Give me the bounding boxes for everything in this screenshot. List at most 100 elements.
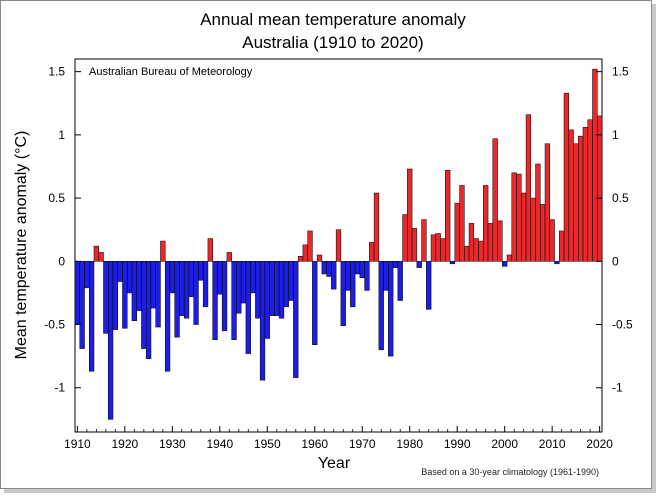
bar-1931	[174, 261, 180, 338]
x-tick-label: 1960	[301, 437, 328, 451]
bar-1921	[126, 261, 133, 294]
y-tick-right-label: 0.5	[612, 191, 629, 205]
chart-frame: Annual mean temperature anomaly Australi…	[0, 0, 652, 489]
bar-1944	[236, 261, 242, 314]
bar-1988	[445, 170, 451, 262]
bar-1948	[255, 261, 261, 319]
bar-1923	[136, 261, 142, 311]
bar-2014	[568, 129, 574, 262]
bar-1925	[145, 261, 152, 359]
bar-1981	[411, 228, 418, 262]
bar-1914	[93, 245, 99, 262]
bar-1936	[198, 261, 204, 281]
bar-2012	[559, 230, 565, 262]
bar-2015	[573, 143, 579, 262]
bar-1965	[335, 229, 342, 262]
bar-2000	[502, 261, 508, 267]
bar-2010	[549, 219, 555, 262]
y-tick-right-label: -0.5	[612, 318, 633, 332]
x-tick-label: 1930	[159, 437, 186, 451]
y-tick-left-label: -0.5	[44, 318, 65, 332]
footnote: Based on a 30-year climatology (1961-199…	[421, 467, 599, 477]
bar-1935	[193, 261, 199, 325]
bar-1934	[188, 261, 194, 297]
x-tick-label: 1980	[396, 437, 423, 451]
bar-1940	[217, 261, 223, 295]
bar-1937	[202, 261, 209, 308]
bar-2008	[540, 204, 546, 262]
bar-1998	[492, 138, 498, 262]
bar-1912	[84, 261, 90, 289]
bar-1922	[131, 261, 137, 321]
x-tick-label: 2020	[586, 437, 613, 451]
bar-1926	[150, 261, 156, 309]
bar-2009	[544, 143, 551, 262]
bar-1953	[278, 261, 285, 319]
x-tick-label: 1920	[111, 437, 138, 451]
bar-1968	[350, 261, 356, 308]
y-axis-label: Mean temperature anomaly (°C)	[13, 131, 30, 360]
x-tick-label: 2010	[539, 437, 566, 451]
source-label: Australian Bureau of Meteorology	[89, 66, 253, 78]
bar-1943	[231, 261, 237, 340]
bar-1999	[497, 220, 503, 262]
y-tick-right-label: 1	[612, 128, 619, 142]
bar-1938	[207, 238, 213, 262]
bar-1980	[407, 168, 413, 262]
bar-1945	[240, 261, 247, 304]
bar-1919	[117, 261, 123, 282]
bar-1982	[416, 261, 422, 268]
bar-1960	[312, 261, 318, 346]
bar-1979	[402, 214, 408, 262]
bar-1964	[331, 261, 337, 290]
bar-1983	[421, 219, 427, 262]
bar-1971	[364, 261, 370, 291]
bar-1918	[112, 261, 118, 330]
bar-1993	[468, 223, 475, 262]
x-tick-label: 1990	[444, 437, 471, 451]
x-tick-label: 2000	[491, 437, 518, 451]
bar-1961	[316, 254, 323, 262]
bar-1915	[98, 252, 104, 262]
bar-1932	[179, 261, 185, 316]
bar-1987	[440, 238, 446, 262]
bar-1916	[103, 261, 109, 334]
bar-1970	[359, 261, 365, 278]
x-tick-label: 1970	[349, 437, 376, 451]
temperature-anomaly-chart: Annual mean temperature anomaly Australi…	[13, 10, 633, 477]
chart-title-line-1: Annual mean temperature anomaly	[200, 10, 466, 29]
x-tick-label: 1950	[254, 437, 281, 451]
bar-1955	[288, 261, 294, 301]
bar-2002	[511, 172, 517, 262]
bar-1990	[454, 202, 460, 262]
bar-1957	[297, 256, 304, 262]
bar-2006	[530, 197, 536, 262]
bar-1941	[221, 261, 228, 332]
bar-1978	[397, 261, 403, 301]
y-tick-left-label: 1	[58, 128, 65, 142]
bar-1917	[107, 261, 114, 420]
y-tick-left-label: -1	[54, 381, 65, 395]
bar-1975	[383, 261, 389, 291]
bar-1951	[269, 261, 275, 316]
y-tick-left-label: 0	[58, 254, 65, 268]
bar-1949	[259, 261, 266, 381]
bar-1927	[155, 261, 161, 328]
bar-1984	[426, 261, 432, 310]
bar-1924	[141, 261, 147, 349]
bar-1994	[473, 238, 479, 262]
bar-1913	[88, 261, 95, 372]
y-tick-left-label: 0.5	[48, 191, 65, 205]
bar-1910	[74, 261, 80, 325]
bar-1966	[340, 261, 346, 327]
bar-1963	[326, 261, 332, 277]
bar-2007	[535, 163, 541, 262]
bar-1967	[345, 261, 351, 291]
bar-1976	[388, 261, 394, 357]
bar-1969	[354, 261, 361, 275]
bar-2019	[592, 68, 598, 262]
bar-1929	[164, 261, 171, 372]
bar-1954	[283, 261, 289, 308]
bar-1959	[307, 230, 313, 262]
bar-1985	[430, 234, 437, 262]
